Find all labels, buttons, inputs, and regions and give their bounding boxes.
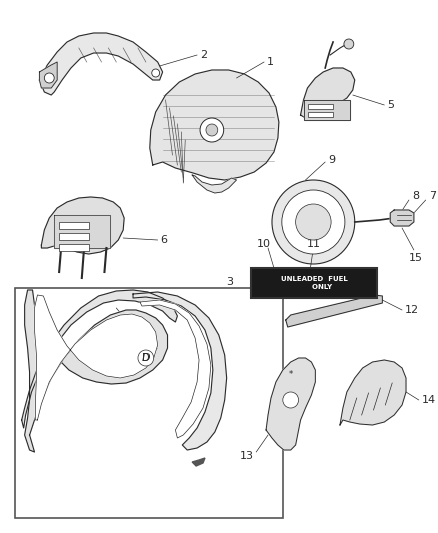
Polygon shape [192, 458, 205, 466]
Polygon shape [54, 215, 110, 248]
Bar [308, 104, 333, 109]
Text: 13: 13 [239, 451, 253, 461]
Text: D: D [142, 353, 150, 363]
Bar [251, 268, 378, 298]
Text: 10: 10 [257, 239, 271, 249]
Text: 12: 12 [405, 305, 419, 315]
Text: 3: 3 [226, 277, 233, 287]
Text: 11: 11 [306, 239, 320, 249]
Polygon shape [21, 290, 177, 428]
Text: 8: 8 [412, 191, 419, 201]
Text: 6: 6 [161, 235, 168, 245]
Text: 7: 7 [429, 191, 436, 201]
Polygon shape [35, 295, 158, 420]
Polygon shape [133, 292, 226, 450]
Circle shape [344, 39, 354, 49]
Circle shape [152, 69, 159, 77]
Text: 9: 9 [328, 155, 335, 165]
Bar [308, 112, 333, 117]
Text: UNLEADED  FUEL
      ONLY: UNLEADED FUEL ONLY [281, 276, 348, 290]
Text: D: D [141, 353, 150, 363]
Text: 1: 1 [267, 57, 274, 67]
Circle shape [138, 350, 154, 366]
Bar [59, 222, 88, 229]
Text: 5: 5 [387, 100, 394, 110]
Polygon shape [390, 210, 414, 226]
Bar [59, 233, 88, 240]
Bar [59, 244, 88, 251]
Polygon shape [340, 360, 406, 425]
Polygon shape [150, 70, 279, 180]
Circle shape [283, 392, 299, 408]
Text: 4: 4 [151, 343, 158, 353]
Polygon shape [266, 358, 315, 450]
Polygon shape [304, 100, 350, 120]
Circle shape [296, 204, 331, 240]
Circle shape [282, 190, 345, 254]
Bar [15, 288, 283, 518]
Polygon shape [39, 33, 162, 95]
Circle shape [272, 180, 355, 264]
Polygon shape [300, 68, 355, 118]
Polygon shape [25, 290, 167, 452]
Polygon shape [41, 197, 124, 254]
Circle shape [206, 124, 218, 136]
Polygon shape [39, 62, 57, 88]
Circle shape [44, 73, 54, 83]
Text: 15: 15 [409, 253, 423, 263]
Text: 14: 14 [422, 395, 436, 405]
Text: *: * [289, 370, 293, 379]
Polygon shape [140, 300, 211, 438]
Polygon shape [192, 175, 237, 193]
Polygon shape [286, 295, 382, 327]
Circle shape [200, 118, 224, 142]
Text: 2: 2 [200, 50, 207, 60]
